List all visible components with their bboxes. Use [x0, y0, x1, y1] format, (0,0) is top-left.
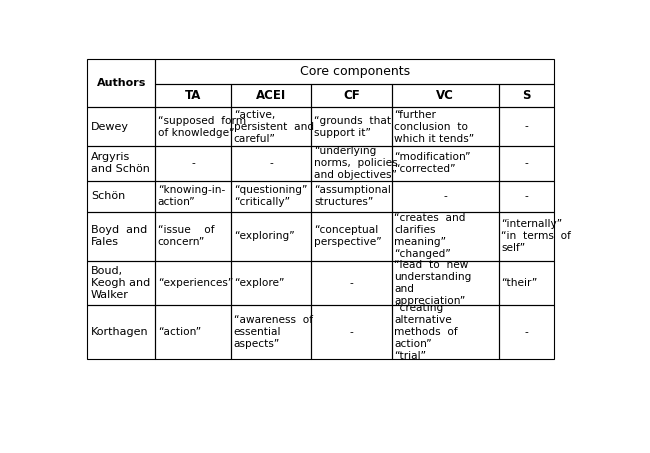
Bar	[311, 261, 392, 305]
Text: “active,
persistent  and
careful”: “active, persistent and careful”	[234, 110, 314, 144]
Text: “underlying
norms,  policies
and objectives”: “underlying norms, policies and objectiv…	[314, 146, 398, 180]
Bar	[392, 181, 499, 212]
Text: “internally”
“in  terms  of
self”: “internally” “in terms of self”	[501, 219, 571, 254]
Text: “explore”: “explore”	[234, 278, 284, 288]
Bar	[311, 212, 392, 261]
Text: “grounds  that
support it”: “grounds that support it”	[314, 116, 391, 138]
Bar	[392, 146, 499, 181]
Bar	[311, 107, 392, 146]
Text: “questioning”
“critically”: “questioning” “critically”	[234, 185, 307, 207]
Text: “creating
alternative
methods  of
action”
“trial”: “creating alternative methods of action”…	[394, 303, 458, 361]
Text: -: -	[525, 191, 528, 201]
Text: Core components: Core components	[300, 65, 410, 78]
Bar	[311, 181, 392, 212]
Bar	[155, 58, 554, 84]
Bar	[499, 84, 554, 107]
Text: CF: CF	[343, 89, 360, 102]
Text: “knowing-in-
action”: “knowing-in- action”	[158, 185, 225, 207]
Bar	[231, 146, 311, 181]
Text: -: -	[443, 191, 447, 201]
Text: “their”: “their”	[501, 278, 538, 288]
Text: Boyd  and
Fales: Boyd and Fales	[91, 226, 147, 247]
Text: “conceptual
perspective”: “conceptual perspective”	[314, 226, 382, 247]
Text: “creates  and
clarifies
meaning”
“changed”: “creates and clarifies meaning” “changed…	[394, 213, 465, 260]
Text: Argyris
and Schön: Argyris and Schön	[91, 152, 150, 174]
Bar	[392, 212, 499, 261]
Bar	[392, 305, 499, 359]
Text: Authors: Authors	[97, 78, 146, 88]
Bar	[231, 107, 311, 146]
Text: “awareness  of
essential
aspects”: “awareness of essential aspects”	[234, 315, 313, 349]
Bar	[155, 181, 231, 212]
Text: Schön: Schön	[91, 191, 125, 201]
Bar	[499, 261, 554, 305]
Text: -: -	[270, 158, 273, 168]
Text: -: -	[525, 158, 528, 168]
Bar	[499, 146, 554, 181]
Text: “lead  to  new
understanding
and
appreciation”: “lead to new understanding and appreciat…	[394, 260, 471, 306]
Text: -: -	[350, 327, 354, 337]
Bar	[87, 107, 155, 146]
Bar	[231, 305, 311, 359]
Text: -: -	[191, 158, 195, 168]
Text: “modification”
“corrected”: “modification” “corrected”	[394, 152, 471, 174]
Text: -: -	[525, 121, 528, 131]
Bar	[87, 261, 155, 305]
Text: “assumptional
structures”: “assumptional structures”	[314, 185, 391, 207]
Bar	[311, 146, 392, 181]
Bar	[499, 305, 554, 359]
Bar	[392, 261, 499, 305]
Text: Korthagen: Korthagen	[91, 327, 148, 337]
Bar	[392, 84, 499, 107]
Bar	[231, 261, 311, 305]
Bar	[155, 84, 231, 107]
Bar	[155, 146, 231, 181]
Bar	[499, 107, 554, 146]
Text: S: S	[523, 89, 531, 102]
Bar	[231, 181, 311, 212]
Text: VC: VC	[436, 89, 454, 102]
Text: “issue    of
concern”: “issue of concern”	[158, 226, 214, 247]
Bar	[392, 107, 499, 146]
Bar	[231, 84, 311, 107]
Bar	[311, 84, 392, 107]
Bar	[231, 212, 311, 261]
Bar	[155, 107, 231, 146]
Text: “exploring”: “exploring”	[234, 231, 294, 241]
Text: “further
conclusion  to
which it tends”: “further conclusion to which it tends”	[394, 110, 474, 144]
Bar	[311, 305, 392, 359]
Bar	[87, 181, 155, 212]
Bar	[87, 146, 155, 181]
Text: Dewey: Dewey	[91, 121, 129, 131]
Bar	[499, 181, 554, 212]
Text: “experiences”: “experiences”	[158, 278, 233, 288]
Bar	[87, 305, 155, 359]
Text: Boud,
Keogh and
Walker: Boud, Keogh and Walker	[91, 266, 150, 300]
Text: ACEI: ACEI	[256, 89, 287, 102]
Text: “supposed  form
of knowledge”: “supposed form of knowledge”	[158, 116, 246, 138]
Text: “action”: “action”	[158, 327, 201, 337]
Bar	[499, 212, 554, 261]
Bar	[155, 212, 231, 261]
Text: -: -	[525, 327, 528, 337]
Bar	[87, 212, 155, 261]
Text: TA: TA	[185, 89, 202, 102]
Bar	[155, 305, 231, 359]
Text: -: -	[350, 278, 354, 288]
Bar	[155, 261, 231, 305]
Bar	[87, 58, 155, 107]
